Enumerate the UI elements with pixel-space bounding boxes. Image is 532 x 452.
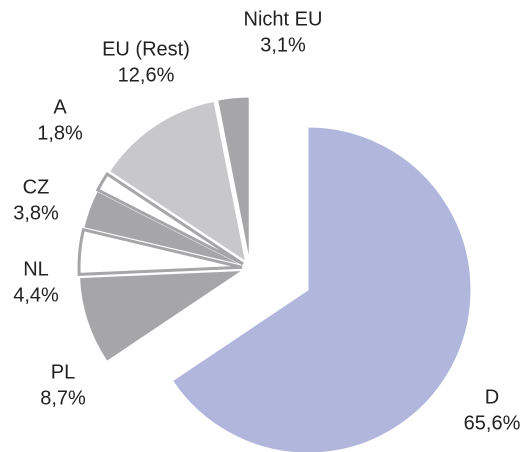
slice-label: CZ: [23, 176, 50, 198]
slice-label: Nicht EU: [244, 8, 323, 30]
pie-slice: [171, 126, 472, 452]
pie-slice: [95, 171, 244, 266]
slice-value-label: 3,8%: [13, 202, 59, 224]
slice-label: EU (Rest): [102, 38, 190, 60]
slice-value-label: 3,1%: [260, 34, 306, 56]
slice-value-label: 1,8%: [37, 122, 83, 144]
slice-label: NL: [23, 258, 49, 280]
pie-slice: [77, 227, 243, 276]
pie-slice: [217, 96, 250, 261]
slice-value-label: 8,7%: [40, 387, 86, 409]
slice-value-label: 65,6%: [464, 412, 521, 434]
pie-slice: [108, 100, 247, 263]
slice-label: A: [53, 96, 67, 118]
slice-label: D: [485, 386, 499, 408]
slice-value-label: 4,4%: [13, 284, 59, 306]
slice-label: PL: [51, 361, 75, 383]
slice-value-label: 12,6%: [118, 64, 175, 86]
pie-slice: [79, 269, 245, 362]
